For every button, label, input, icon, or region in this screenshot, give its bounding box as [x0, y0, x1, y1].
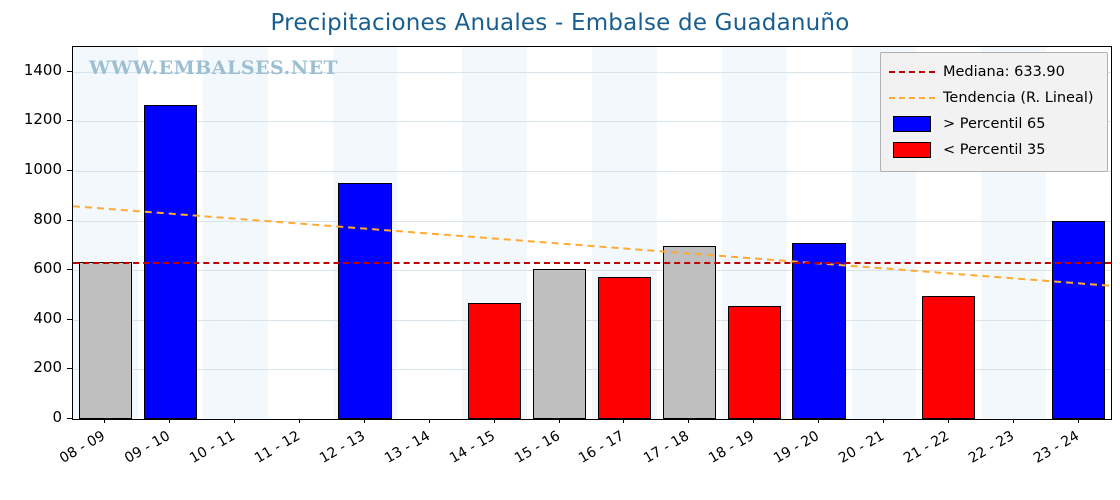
y-tick-mark: [67, 70, 72, 72]
legend-color-patch: [889, 141, 935, 159]
legend-color-patch: [889, 115, 935, 133]
x-tick-label: 12 - 13: [316, 428, 368, 467]
y-tick-mark: [67, 219, 72, 221]
x-tick-label: 20 - 21: [835, 428, 887, 467]
x-tick-mark: [623, 419, 625, 423]
gridline: [73, 171, 1111, 172]
bar-23-24: [1051, 220, 1106, 419]
y-tick-mark: [67, 269, 72, 271]
x-tick-mark: [104, 419, 106, 423]
trend-line: [73, 205, 1111, 287]
x-tick-label: 23 - 24: [1030, 428, 1082, 467]
y-tick-label: 600: [33, 259, 62, 278]
x-tick-mark: [558, 419, 560, 423]
gridline: [73, 270, 1111, 272]
bar-21-22: [922, 296, 976, 419]
y-tick-label: 1000: [23, 160, 62, 178]
x-tick-mark: [299, 419, 301, 423]
x-tick-mark: [428, 419, 430, 423]
y-tick-mark: [67, 418, 72, 419]
y-tick-label: 0: [52, 408, 62, 426]
legend-label: Mediana: 633.90: [943, 64, 1065, 80]
x-tick-label: 14 - 15: [446, 428, 498, 467]
chart-title: Precipitaciones Anuales - Embalse de Gua…: [270, 10, 850, 36]
x-tick-mark: [493, 419, 495, 423]
x-tick-mark: [363, 419, 365, 423]
plot-band: [267, 47, 333, 419]
x-tick-label: 13 - 14: [381, 428, 433, 467]
legend-item: Mediana: 633.90: [889, 59, 1099, 85]
legend-dash: [889, 71, 935, 73]
bar-08-09: [78, 262, 133, 419]
x-tick-mark: [818, 419, 820, 423]
legend-item: < Percentil 35: [889, 137, 1099, 163]
legend-label: < Percentil 35: [943, 142, 1046, 158]
x-tick-label: 15 - 16: [511, 428, 563, 467]
x-tick-mark: [1012, 419, 1014, 423]
legend-patch: [893, 116, 931, 132]
y-tick-mark: [67, 120, 72, 122]
legend-dash: [889, 97, 935, 99]
x-tick-label: 21 - 22: [900, 428, 952, 467]
gridline: [73, 121, 1111, 123]
median-line: [73, 261, 1111, 264]
legend-item: Tendencia (R. Lineal): [889, 85, 1099, 111]
y-tick-mark: [67, 170, 72, 171]
x-tick-mark: [882, 419, 884, 423]
legend-patch: [893, 142, 931, 158]
legend-label: Tendencia (R. Lineal): [943, 90, 1094, 106]
y-tick-mark: [67, 318, 72, 320]
bar-14-15: [468, 303, 522, 419]
bar-15-16: [532, 269, 587, 419]
x-tick-mark: [1077, 419, 1079, 423]
y-tick-label: 1200: [23, 110, 62, 129]
plot-area: WWW.EMBALSES.NET: [72, 46, 1112, 420]
y-tick-label: 200: [33, 358, 62, 377]
bar-17-18: [662, 246, 716, 419]
legend-line-sample: [889, 63, 935, 81]
y-tick-label: 800: [33, 209, 62, 228]
x-tick-label: 11 - 12: [252, 428, 304, 467]
bar-18-19: [727, 306, 781, 419]
y-tick-mark: [67, 368, 72, 370]
x-tick-mark: [234, 419, 236, 423]
x-tick-label: 10 - 11: [187, 428, 239, 467]
bar-16-17: [597, 276, 652, 419]
x-tick-label: 08 - 09: [57, 428, 109, 467]
watermark-text: WWW.EMBALSES.NET: [89, 57, 339, 79]
legend-label: > Percentil 65: [943, 116, 1046, 132]
x-tick-mark: [753, 419, 755, 423]
gridline: [73, 369, 1111, 371]
bar-12-13: [338, 183, 392, 419]
x-tick-label: 18 - 19: [706, 428, 758, 467]
x-tick-label: 09 - 10: [122, 428, 174, 467]
x-tick-mark: [947, 419, 949, 423]
gridline: [73, 319, 1111, 321]
x-tick-label: 19 - 20: [771, 428, 823, 467]
y-tick-label: 400: [33, 308, 62, 327]
x-tick-mark: [688, 419, 690, 423]
legend-line-sample: [889, 89, 935, 107]
x-tick-mark: [169, 419, 171, 423]
x-tick-label: 17 - 18: [641, 428, 693, 467]
plot-band: [397, 47, 463, 419]
x-tick-label: 16 - 17: [576, 428, 628, 467]
gridline: [73, 71, 1111, 73]
legend-item: > Percentil 65: [889, 111, 1099, 137]
legend: Mediana: 633.90 Tendencia (R. Lineal) > Pe…: [880, 52, 1108, 172]
y-tick-label: 1400: [23, 60, 62, 79]
gridline: [73, 220, 1111, 222]
bar-19-20: [792, 242, 846, 419]
x-tick-label: 22 - 23: [965, 428, 1017, 467]
